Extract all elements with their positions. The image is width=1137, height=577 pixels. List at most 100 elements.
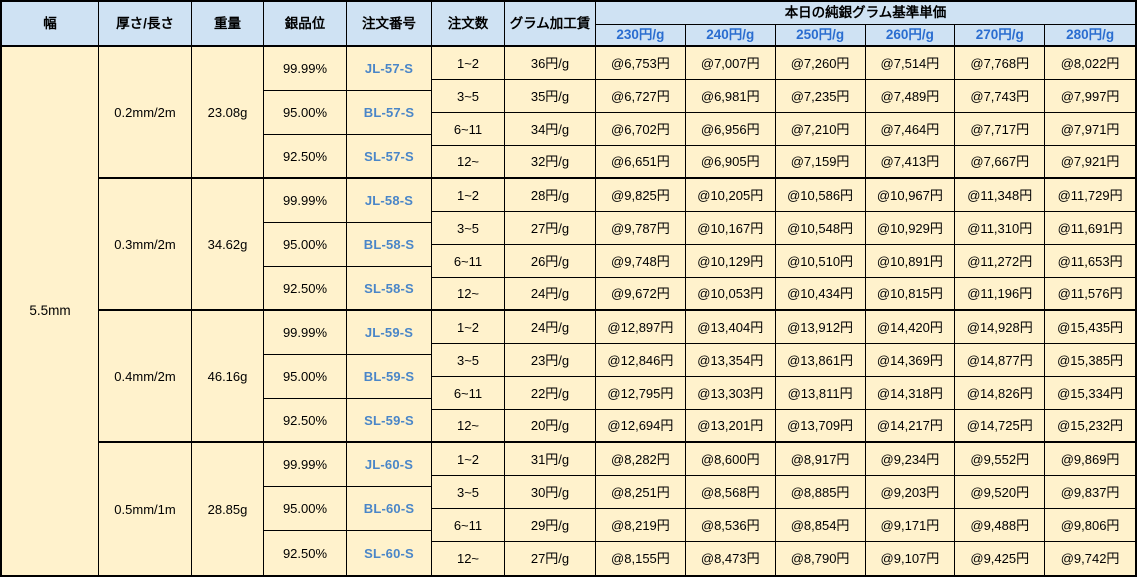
- price-cell: @9,742円: [1045, 542, 1135, 575]
- order-number-link[interactable]: BL-59-S: [347, 355, 432, 399]
- subheader-price-col-1: 240円/g: [685, 25, 776, 47]
- price-cell: @11,310円: [955, 212, 1046, 245]
- order-number-link[interactable]: SL-59-S: [347, 399, 432, 443]
- order-qty-cell: 3~5: [432, 344, 505, 377]
- order-number-link[interactable]: BL-57-S: [347, 91, 432, 135]
- price-cell: @9,171円: [865, 509, 956, 542]
- thickness-length-cell: 0.2mm/2m: [99, 47, 192, 179]
- order-qty-cell: 3~5: [432, 212, 505, 245]
- weight-cell: 23.08g: [192, 47, 264, 179]
- gram-fee-cell: 28円/g: [505, 179, 596, 212]
- price-cell: @9,825円: [596, 179, 686, 212]
- subheader-price-col-3: 260円/g: [865, 25, 956, 47]
- price-cell: @7,413円: [865, 146, 956, 179]
- subheader-price-col-0: 230円/g: [596, 25, 686, 47]
- order-qty-cell: 1~2: [432, 311, 505, 344]
- price-cell: @8,155円: [596, 542, 686, 575]
- price-cell: @8,473円: [685, 542, 776, 575]
- purity-cell: 99.99%: [264, 311, 347, 355]
- price-cell: @9,672円: [596, 278, 686, 311]
- order-number-link[interactable]: SL-57-S: [347, 135, 432, 179]
- weight-cell: 34.62g: [192, 179, 264, 311]
- price-cell: @7,159円: [775, 146, 866, 179]
- price-cell: @14,826円: [955, 377, 1046, 410]
- order-qty-cell: 6~11: [432, 245, 505, 278]
- price-cell: @7,007円: [685, 47, 776, 80]
- price-cell: @8,790円: [775, 542, 866, 575]
- price-cell: @9,552円: [955, 443, 1046, 476]
- gram-fee-cell: 23円/g: [505, 344, 596, 377]
- price-cell: @7,260円: [775, 47, 866, 80]
- gram-fee-cell: 29円/g: [505, 509, 596, 542]
- price-cell: @13,303円: [685, 377, 776, 410]
- gram-fee-cell: 26円/g: [505, 245, 596, 278]
- price-cell: @13,709円: [775, 410, 866, 443]
- subheader-price-col-5: 280円/g: [1045, 25, 1135, 47]
- price-cell: @13,811円: [775, 377, 866, 410]
- price-cell: @8,917円: [775, 443, 866, 476]
- price-cell: @7,743円: [955, 80, 1046, 113]
- price-cell: @9,488円: [955, 509, 1046, 542]
- order-qty-cell: 12~: [432, 542, 505, 575]
- purity-cell: 92.50%: [264, 135, 347, 179]
- price-cell: @10,129円: [685, 245, 776, 278]
- price-cell: @12,846円: [596, 344, 686, 377]
- col-header-width: 幅: [2, 2, 99, 47]
- gram-fee-cell: 34円/g: [505, 113, 596, 146]
- price-cell: @15,385円: [1045, 344, 1135, 377]
- order-number-link[interactable]: BL-60-S: [347, 487, 432, 531]
- col-group-header-base-unit-price: 本日の純銀グラム基準単価: [596, 2, 1135, 25]
- purity-cell: 92.50%: [264, 531, 347, 575]
- order-number-link[interactable]: JL-60-S: [347, 443, 432, 487]
- price-cell: @8,600円: [685, 443, 776, 476]
- price-cell: @9,107円: [865, 542, 956, 575]
- col-header-weight: 重量: [192, 2, 264, 47]
- price-cell: @9,234円: [865, 443, 956, 476]
- price-cell: @7,464円: [865, 113, 956, 146]
- order-number-link[interactable]: JL-59-S: [347, 311, 432, 355]
- order-number-link[interactable]: JL-57-S: [347, 47, 432, 91]
- price-cell: @13,354円: [685, 344, 776, 377]
- order-number-link[interactable]: SL-58-S: [347, 267, 432, 311]
- subheader-price-col-4: 270円/g: [955, 25, 1046, 47]
- order-qty-cell: 12~: [432, 410, 505, 443]
- price-cell: @7,667円: [955, 146, 1046, 179]
- col-header-gram-fee: グラム加工賃: [505, 2, 596, 47]
- price-cell: @9,869円: [1045, 443, 1135, 476]
- gram-fee-cell: 27円/g: [505, 542, 596, 575]
- price-cell: @7,971円: [1045, 113, 1135, 146]
- order-number-link[interactable]: JL-58-S: [347, 179, 432, 223]
- purity-cell: 95.00%: [264, 487, 347, 531]
- price-cell: @8,885円: [775, 476, 866, 509]
- price-cell: @11,691円: [1045, 212, 1135, 245]
- order-qty-cell: 6~11: [432, 509, 505, 542]
- order-number-link[interactable]: BL-58-S: [347, 223, 432, 267]
- price-cell: @10,434円: [775, 278, 866, 311]
- weight-cell: 28.85g: [192, 443, 264, 575]
- price-cell: @13,201円: [685, 410, 776, 443]
- order-qty-cell: 3~5: [432, 80, 505, 113]
- price-cell: @14,725円: [955, 410, 1046, 443]
- width-value-cell: 5.5mm: [2, 47, 99, 575]
- subheader-price-col-2: 250円/g: [775, 25, 866, 47]
- price-cell: @10,967円: [865, 179, 956, 212]
- price-cell: @8,536円: [685, 509, 776, 542]
- order-qty-cell: 6~11: [432, 113, 505, 146]
- price-cell: @8,854円: [775, 509, 866, 542]
- gram-fee-cell: 31円/g: [505, 443, 596, 476]
- price-cell: @9,806円: [1045, 509, 1135, 542]
- order-number-link[interactable]: SL-60-S: [347, 531, 432, 575]
- price-cell: @12,897円: [596, 311, 686, 344]
- purity-cell: 92.50%: [264, 267, 347, 311]
- price-cell: @11,272円: [955, 245, 1046, 278]
- price-cell: @9,520円: [955, 476, 1046, 509]
- order-qty-cell: 6~11: [432, 377, 505, 410]
- thickness-length-cell: 0.4mm/2m: [99, 311, 192, 443]
- price-cell: @14,420円: [865, 311, 956, 344]
- price-cell: @15,334円: [1045, 377, 1135, 410]
- price-cell: @6,905円: [685, 146, 776, 179]
- price-cell: @6,651円: [596, 146, 686, 179]
- price-cell: @10,586円: [775, 179, 866, 212]
- price-cell: @9,203円: [865, 476, 956, 509]
- gram-fee-cell: 32円/g: [505, 146, 596, 179]
